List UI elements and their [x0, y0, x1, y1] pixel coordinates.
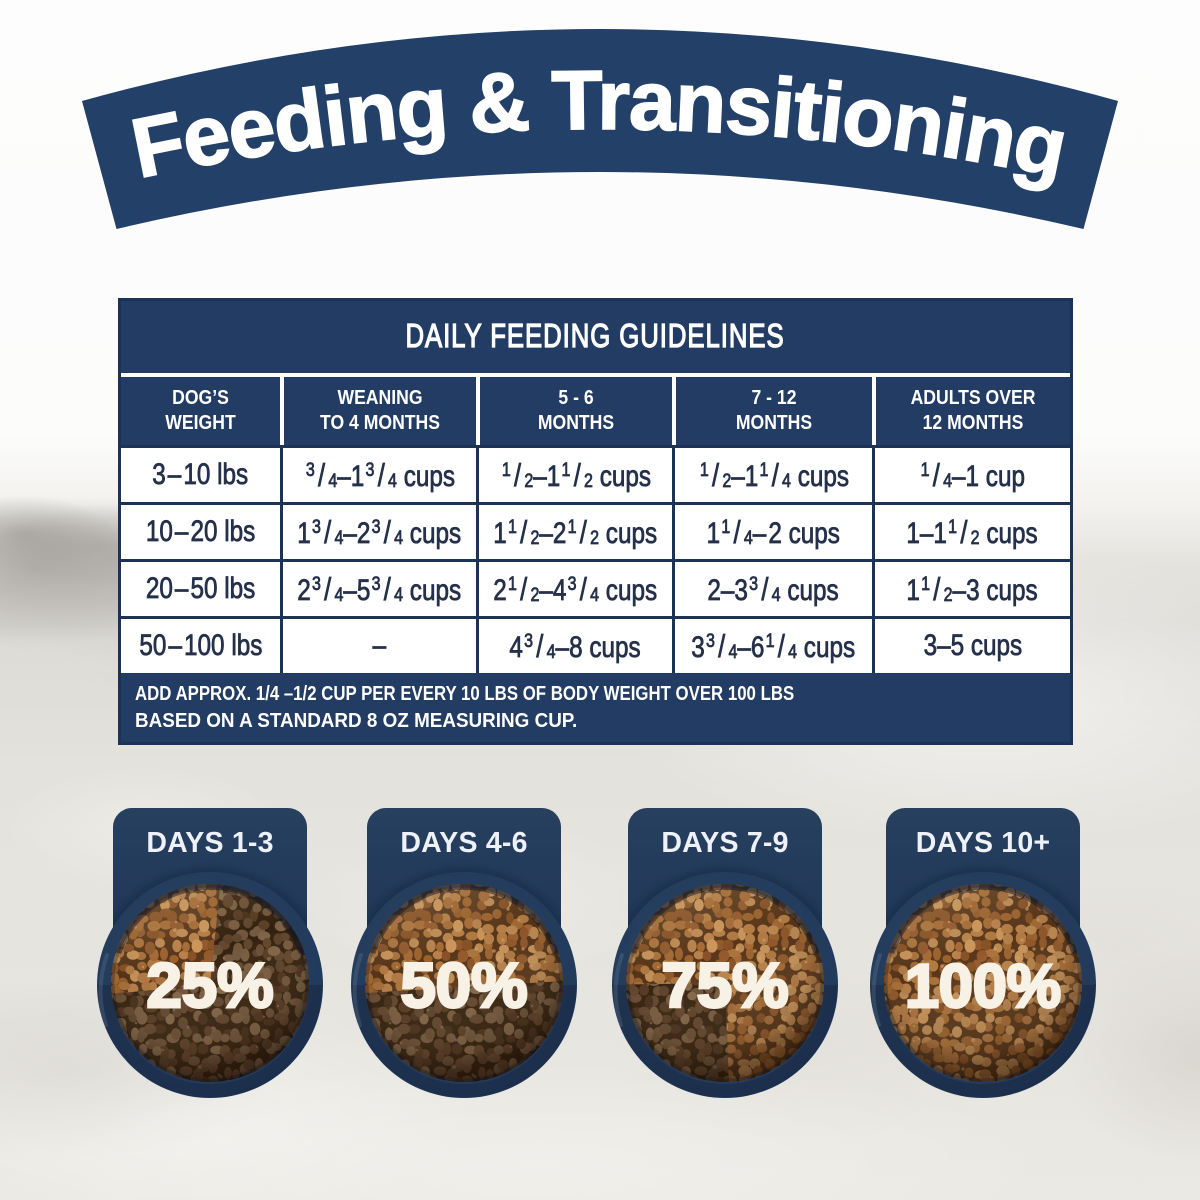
svg-text:DAYS 4-6: DAYS 4-6: [400, 827, 527, 859]
svg-text:75%: 75%: [661, 951, 788, 1021]
svg-text:25%: 25%: [146, 951, 273, 1021]
svg-text:DAYS 7-9: DAYS 7-9: [661, 827, 788, 859]
svg-text:DAYS 10+: DAYS 10+: [916, 827, 1050, 859]
svg-text:DAYS 1-3: DAYS 1-3: [146, 827, 273, 859]
svg-text:100%: 100%: [905, 952, 1061, 1020]
svg-text:50%: 50%: [400, 951, 527, 1021]
